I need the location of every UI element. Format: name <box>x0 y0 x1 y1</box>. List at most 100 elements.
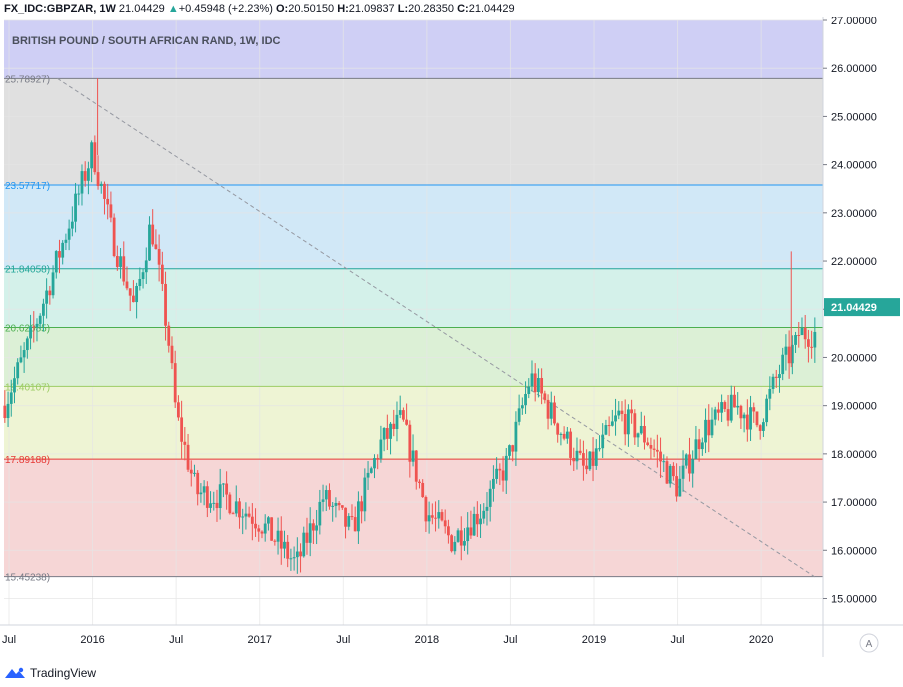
candle-body <box>244 513 248 517</box>
candle-body <box>675 476 679 497</box>
candle-body <box>38 315 42 324</box>
candle-body <box>228 494 232 514</box>
candle-body <box>392 423 396 430</box>
candle-body <box>202 486 206 493</box>
candle-body <box>450 535 454 552</box>
candle-body <box>157 249 161 265</box>
candle-body <box>189 469 193 474</box>
candle-body <box>363 477 367 512</box>
price-tick-label: 23.00000 <box>831 208 877 220</box>
candle-body <box>67 228 71 240</box>
candle-body <box>350 516 354 518</box>
candle-body <box>527 386 531 394</box>
candle-body <box>48 290 52 296</box>
candle-body <box>279 530 283 549</box>
candle-body <box>209 503 212 508</box>
tradingview-logo-icon[interactable] <box>4 666 26 680</box>
candle-body <box>790 344 794 364</box>
candle-body <box>13 378 16 393</box>
candle-body <box>267 517 270 524</box>
candle-body <box>80 171 84 194</box>
candle-body <box>247 513 251 517</box>
candle-body <box>366 472 370 478</box>
candle-body <box>347 516 351 527</box>
candle-body <box>562 433 566 439</box>
candle-body <box>74 193 77 222</box>
candle-body <box>601 434 605 449</box>
candle-body <box>533 373 537 393</box>
candle-body <box>482 510 486 519</box>
time-tick-label: 2016 <box>80 634 104 646</box>
candle-body <box>299 551 302 557</box>
candle-body <box>151 224 155 245</box>
candle-body <box>340 505 344 508</box>
candle-body <box>61 242 65 258</box>
candle-body <box>794 335 797 345</box>
candle-body <box>408 424 412 462</box>
candle-body <box>51 272 55 296</box>
candle-body <box>498 468 502 471</box>
candle-body <box>771 376 775 389</box>
candle-body <box>305 532 309 543</box>
candle-body <box>344 507 347 527</box>
candle-body <box>234 501 238 514</box>
candle-body <box>119 256 122 267</box>
candle-body <box>810 346 814 348</box>
candle-body <box>546 399 550 419</box>
candle-body <box>607 425 611 427</box>
candle-body <box>6 403 10 419</box>
time-tick-label: 2018 <box>415 634 439 646</box>
candle-body <box>414 450 418 482</box>
auto-scale-icon[interactable]: A <box>866 639 873 650</box>
candle-body <box>122 256 126 282</box>
symbol-name[interactable]: FX_IDC:GBPZAR, 1W <box>4 3 116 15</box>
candle-body <box>440 512 444 521</box>
candle-body <box>514 421 518 452</box>
fib-zone <box>4 78 823 186</box>
price-change: +0.45948 (+2.23%) <box>178 3 273 15</box>
candle-body <box>180 417 184 442</box>
price-chart[interactable]: 25.78927) 23.57717) 21.84058) 20.62085) 19.4… <box>0 17 903 657</box>
candle-body <box>492 478 495 489</box>
candle-body <box>447 526 450 536</box>
candle-body <box>183 441 187 445</box>
open-label: O: <box>276 3 289 15</box>
fib-zone <box>4 268 823 328</box>
candle-body <box>241 516 245 518</box>
candle-body <box>755 411 759 426</box>
brand-name[interactable]: TradingView <box>30 666 97 680</box>
candle-body <box>537 377 540 393</box>
candle-body <box>713 409 717 420</box>
up-arrow-icon: ▲ <box>167 3 179 15</box>
candle-body <box>283 541 286 549</box>
time-tick-label: Jul <box>336 634 350 646</box>
candle-body <box>749 407 752 430</box>
candle-body <box>697 439 701 450</box>
candle-body <box>402 410 405 420</box>
candle-body <box>270 517 274 541</box>
candle-body <box>64 239 68 243</box>
price-tick-label: 16.00000 <box>831 545 877 557</box>
candle-body <box>726 409 730 421</box>
candle-body <box>19 357 23 363</box>
candle-body <box>337 502 341 506</box>
candle-body <box>520 405 524 409</box>
candle-body <box>700 442 704 450</box>
symbol-header: FX_IDC:GBPZAR, 1W 21.04429 ▲+0.45948 (+2… <box>4 1 515 17</box>
candle-body <box>787 346 791 364</box>
candle-body <box>138 278 142 286</box>
candle-body <box>729 394 733 421</box>
candle-body <box>610 421 614 426</box>
candle-body <box>324 490 328 500</box>
candle-body <box>292 557 296 559</box>
candle-body <box>177 402 180 418</box>
candle-body <box>559 433 563 435</box>
candle-body <box>582 453 585 466</box>
candle-body <box>263 523 267 534</box>
close-value: 21.04429 <box>468 3 515 15</box>
candle-body <box>678 478 682 497</box>
candle-body <box>704 419 707 443</box>
candle-body <box>424 496 428 522</box>
candle-body <box>154 244 158 250</box>
low-label: L: <box>397 3 409 15</box>
